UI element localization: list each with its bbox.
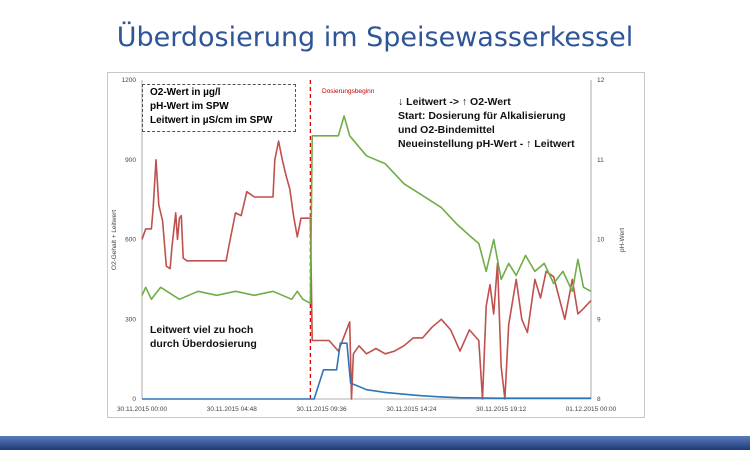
annotation-overdose: durch Überdosierung: [150, 338, 257, 350]
annotation-ph-adjust: Neueinstellung pH-Wert - ↑ Leitwert: [398, 138, 575, 150]
legend-entry-ph: pH-Wert im SPW: [150, 101, 229, 112]
legend: [142, 84, 296, 132]
right-y-tick-label: 9: [597, 316, 601, 323]
annotation-too-high: Leitwert viel zu hoch: [150, 324, 254, 336]
right-y-tick-label: 10: [597, 237, 605, 244]
right-y-axis-label: pH-Wert: [619, 228, 626, 252]
legend-entry-leitwert: Leitwert in µS/cm im SPW: [150, 115, 273, 126]
annotation-start-dosing: Start: Dosierung für Alkalisierung: [398, 110, 566, 122]
x-tick-label: 30.11.2015 04:48: [207, 406, 258, 413]
annotation-leitwert-o2: ↓ Leitwert -> ↑ O2-Wert: [398, 96, 511, 108]
x-tick-label: 30.11.2015 14:24: [386, 406, 437, 413]
left-y-tick-label: 300: [125, 316, 136, 323]
left-y-axis-label: O2-Gehalt + Leitwert: [111, 210, 118, 270]
x-tick-label: 30.11.2015 09:36: [297, 406, 348, 413]
dosing-start-label: Dosierungsbeginn: [322, 88, 375, 95]
right-y-tick-label: 8: [597, 396, 601, 403]
left-y-tick-label: 1200: [122, 77, 137, 84]
right-y-tick-label: 11: [597, 157, 604, 164]
footer-bar: [0, 436, 750, 450]
series-line-leitwert: [141, 140, 592, 400]
chart-frame: [107, 72, 645, 418]
x-tick-label: 30.11.2015 00:00: [117, 406, 168, 413]
x-tick-label: 01.12.2015 00:00: [566, 406, 617, 413]
slide-title: Überdosierung im Speisewasserkessel: [116, 22, 634, 53]
series-line-ph: [141, 115, 592, 305]
left-y-tick-label: 900: [125, 157, 136, 164]
left-y-tick-label: 600: [125, 237, 136, 244]
left-y-tick-label: 0: [132, 396, 136, 403]
annotation-o2-binder: und O2-Bindemittel: [398, 124, 495, 136]
x-tick-label: 30.11.2015 19:12: [476, 406, 527, 413]
right-y-tick-label: 12: [597, 77, 605, 84]
legend-entry-o2: O2-Wert in µg/l: [150, 87, 221, 98]
series-line-o2: [142, 342, 591, 400]
